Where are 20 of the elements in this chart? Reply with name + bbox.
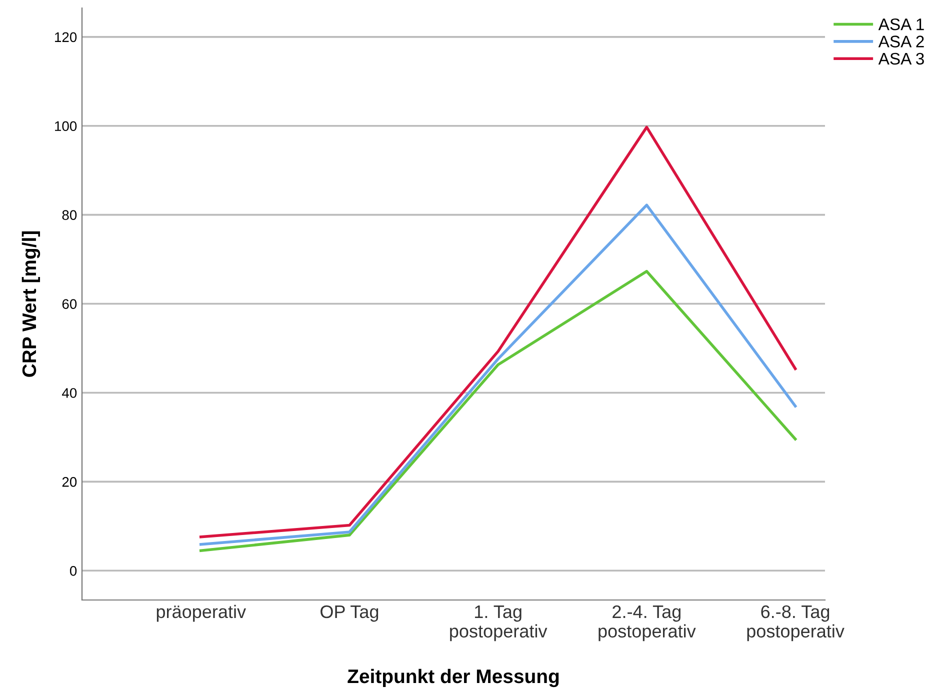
legend-label: ASA 3: [878, 52, 924, 65]
x-axis-title: Zeitpunkt der Messung: [348, 668, 559, 688]
y-tick-label: 60: [62, 299, 77, 309]
y-tick-label: 100: [55, 121, 77, 132]
line-series: [199, 270, 797, 552]
x-tick-label: 2.-4. Tag postoperativ: [598, 605, 696, 642]
y-tick-label: 0: [70, 566, 77, 576]
y-tick-label: 120: [55, 32, 77, 42]
y-tick-label: 80: [62, 210, 77, 220]
line-series: [199, 204, 797, 546]
legend-label: ASA 2: [878, 36, 924, 48]
line-series: [199, 126, 797, 538]
x-tick-label: präoperativ: [156, 604, 246, 622]
x-tick-label: OP Tag: [320, 605, 378, 622]
y-tick-label: 20: [62, 477, 77, 487]
legend-label: ASA 1: [878, 18, 924, 30]
x-tick-label: 1. Tag postoperativ: [450, 606, 548, 642]
x-tick-label: 6.-8. Tag postoperativ: [747, 605, 844, 642]
y-tick-label: 40: [62, 388, 77, 398]
y-axis-title: CRP Wert [mg/l]: [22, 231, 40, 377]
